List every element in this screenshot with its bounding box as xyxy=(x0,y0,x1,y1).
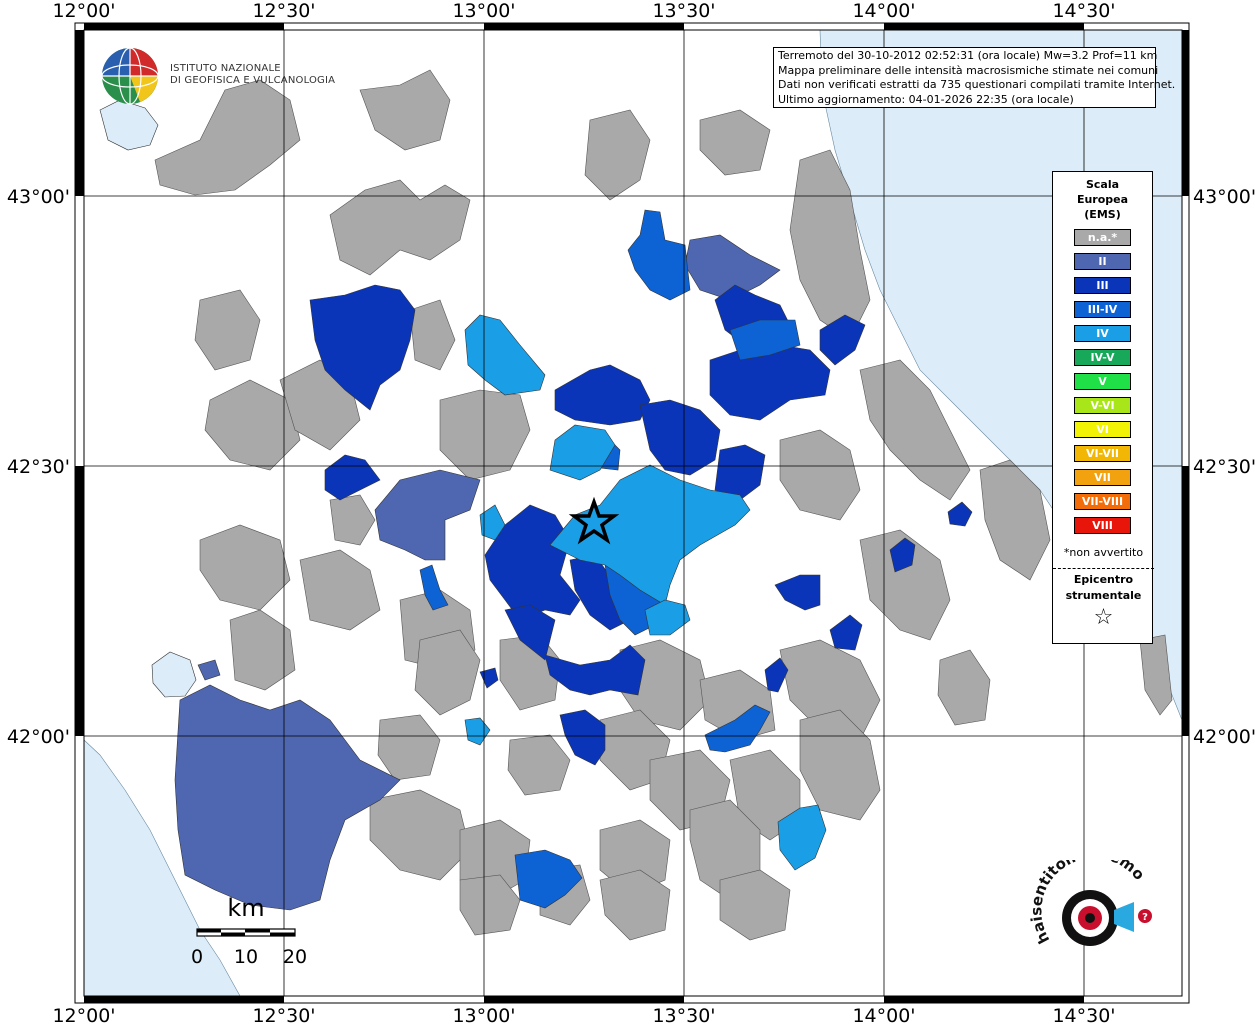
area-intensity-iv xyxy=(464,314,546,396)
tick-label-left: 42°00' xyxy=(7,726,70,748)
legend-swatch: IV-V xyxy=(1074,349,1131,366)
tick-label-bottom: 13°30' xyxy=(652,1005,715,1024)
scale-bar: km 0 10 20 xyxy=(191,894,307,968)
tick-label-right: 42°30' xyxy=(1193,456,1255,478)
ingv-name: ISTITUTO NAZIONALE DI GEOFISICA E VULCAN… xyxy=(170,63,335,87)
legend-title-line: (EMS) xyxy=(1084,208,1121,221)
tick-label-left: 43°00' xyxy=(7,186,70,208)
area-intensity-iv xyxy=(644,599,691,636)
area-intensity-iv xyxy=(777,804,827,871)
event-info-line: Terremoto del 30-10-2012 02:52:31 (ora l… xyxy=(778,49,1158,62)
svg-text:?: ? xyxy=(1142,912,1148,923)
tick-label-top: 12°00' xyxy=(52,0,115,22)
left-tick-labels: 43°00' 42°30' 42°00' xyxy=(7,186,70,748)
legend-swatch: VII xyxy=(1074,469,1131,486)
legend-swatch: V xyxy=(1074,373,1131,390)
legend-swatch: III xyxy=(1074,277,1131,294)
area-intensity-iii xyxy=(559,709,606,766)
legend-swatch: VII-VIII xyxy=(1074,493,1131,510)
top-tick-labels: 12°00' 12°30' 13°00' 13°30' 14°00' 14°30… xyxy=(52,0,1115,22)
area-intensity-iii-iv xyxy=(729,319,801,361)
ingv-logo xyxy=(101,47,159,105)
scale-label-20: 20 xyxy=(283,946,307,968)
legend-separator xyxy=(1053,568,1154,569)
area-intensity-iii xyxy=(309,284,416,411)
legend-swatch: IV xyxy=(1074,325,1131,342)
area-intensity-iii xyxy=(947,501,973,527)
tick-label-bottom: 12°30' xyxy=(252,1005,315,1024)
tick-label-top: 13°00' xyxy=(452,0,515,22)
area-intensity-iii xyxy=(484,504,581,621)
area-intensity-iii xyxy=(774,574,821,611)
area-intensity-iii-iv xyxy=(514,849,583,909)
legend-swatch: VI-VII xyxy=(1074,445,1131,462)
legend-title-line: Scala xyxy=(1085,178,1120,191)
area-intensity-iv xyxy=(479,504,506,541)
legend-title: Scala Europea (EMS) xyxy=(1053,172,1152,222)
area-intensity-iii xyxy=(479,667,499,689)
tick-label-right: 42°00' xyxy=(1193,726,1255,748)
legend-swatch: n.a.* xyxy=(1074,229,1131,246)
event-info-line: Dati non verificati estratti da 735 ques… xyxy=(778,78,1176,91)
area-intensity-iii xyxy=(764,657,789,693)
tick-label-right: 43°00' xyxy=(1193,186,1255,208)
area-intensity-iii xyxy=(544,644,646,696)
scale-label-10: 10 xyxy=(234,946,258,968)
area-intensity-iii xyxy=(819,314,866,366)
legend-epicenter: Epicentro strumentale ☆ xyxy=(1053,572,1154,630)
area-intensity-iii xyxy=(829,614,863,651)
area-intensity-ii xyxy=(374,469,481,561)
legend-swatch: VIII xyxy=(1074,517,1131,534)
right-tick-labels: 43°00' 42°30' 42°00' xyxy=(1193,186,1255,748)
tick-label-bottom: 14°00' xyxy=(852,1005,915,1024)
tick-label-bottom: 12°00' xyxy=(52,1005,115,1024)
epicenter-star xyxy=(568,496,620,545)
event-info-line: Mappa preliminare delle intensità macros… xyxy=(778,63,1159,77)
legend-epicenter-line: Epicentro xyxy=(1073,573,1134,586)
epicenter-star-icon: ☆ xyxy=(1093,605,1114,630)
legend-swatch: II xyxy=(1074,253,1131,270)
legend-epicenter-line: strumentale xyxy=(1065,589,1142,602)
scale-label-0: 0 xyxy=(191,946,203,968)
event-info-line: Ultimo aggiornamento: 04-01-2026 22:35 (… xyxy=(778,92,1074,106)
area-intensity-iii xyxy=(504,604,556,661)
area-intensity-iii xyxy=(889,537,916,573)
area-intensity-iii-iv xyxy=(419,564,449,611)
area-intensity-ii xyxy=(174,684,401,911)
tick-label-top: 14°30' xyxy=(1052,0,1115,22)
tick-label-left: 42°30' xyxy=(7,456,70,478)
map-frame xyxy=(74,22,1190,1004)
tick-label-bottom: 13°00' xyxy=(452,1005,515,1024)
lake-bolsena xyxy=(151,651,197,698)
tick-label-top: 14°00' xyxy=(852,0,915,22)
area-intensity-ii xyxy=(197,659,221,681)
ems-legend: Scala Europea (EMS) n.a.* II III III-IV IV IV… xyxy=(1052,171,1154,644)
area-intensity-ii xyxy=(684,234,781,301)
scale-unit: km xyxy=(227,894,264,922)
legend-swatch: III-IV xyxy=(1074,301,1131,318)
legend-swatch: VI xyxy=(1074,421,1131,438)
legend-title-line: Europea xyxy=(1076,193,1129,206)
area-intensity-iii-iv xyxy=(627,209,691,301)
tick-label-top: 12°30' xyxy=(252,0,315,22)
area-intensity-iii-iv xyxy=(704,704,771,753)
tick-label-top: 13°30' xyxy=(652,0,715,22)
hsit-logo: ? haisentitoilterremoto.it www. xyxy=(1030,860,1152,947)
area-intensity-iii xyxy=(714,444,766,501)
ingv-name-line: ISTITUTO NAZIONALE xyxy=(170,63,281,74)
bottom-tick-labels: 12°00' 12°30' 13°00' 13°30' 14°00' 14°30… xyxy=(52,1005,1115,1024)
area-intensity-iii xyxy=(639,399,721,476)
ingv-name-line: DI GEOFISICA E VULCANOLOGIA xyxy=(170,75,336,86)
legend-note: *non avvertito xyxy=(1063,546,1144,559)
tick-label-bottom: 14°30' xyxy=(1052,1005,1115,1024)
event-info-box: Terremoto del 30-10-2012 02:52:31 (ora l… xyxy=(773,47,1176,108)
legend-swatch: V-VI xyxy=(1074,397,1131,414)
area-intensity-iv xyxy=(549,464,751,606)
